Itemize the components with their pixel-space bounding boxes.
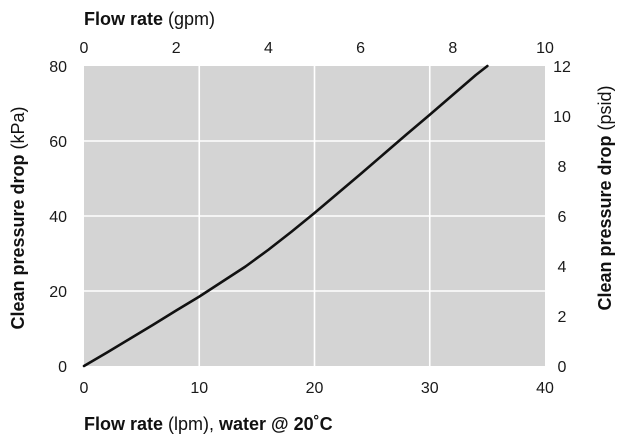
y2-tick-label: 10 (553, 109, 571, 126)
x2-tick-label: 4 (264, 40, 273, 57)
x-axis-top-title-main: Flow rate (84, 9, 163, 29)
x-tick-label: 30 (421, 380, 439, 397)
x-tick-label: 10 (190, 380, 208, 397)
x-axis-top-title: Flow rate (gpm) (84, 9, 215, 29)
y-axis-right-title: Clean pressure drop (psid) (595, 85, 615, 310)
y2-tick-label: 4 (558, 259, 567, 276)
x-tick-label: 40 (536, 380, 554, 397)
y2-tick-label: 2 (558, 309, 567, 326)
x2-tick-label: 10 (536, 40, 554, 57)
x2-tick-label: 8 (448, 40, 457, 57)
x2-tick-label: 6 (356, 40, 365, 57)
y2-tick-label: 6 (558, 209, 567, 226)
x2-tick-label: 2 (172, 40, 181, 57)
series-line-pressure-drop (82, 64, 489, 368)
x-axis-bottom-title-unit: (lpm), (163, 414, 219, 434)
x-tick-label: 20 (306, 380, 324, 397)
x-axis-bottom-title-main: Flow rate (84, 414, 163, 434)
y-axis-left-title-main: Clean pressure drop (8, 154, 28, 329)
y-tick-label: 20 (49, 284, 67, 301)
y-tick-label: 40 (49, 209, 67, 226)
x-axis-top-ticks: 0 2 4 6 8 10 (80, 40, 554, 57)
y2-tick-label: 8 (558, 159, 567, 176)
y-tick-label: 0 (58, 359, 67, 376)
x-axis-bottom-title: Flow rate (lpm), water @ 20˚C (84, 414, 333, 434)
y-tick-label: 60 (49, 134, 67, 151)
y-axis-right-title-unit: (psid) (595, 85, 615, 135)
x-axis-top-title-unit: (gpm) (163, 9, 215, 29)
y-axis-left-title-unit: (kPa) (8, 106, 28, 154)
y-axis-right-title-main: Clean pressure drop (595, 135, 615, 310)
x-axis-bottom-ticks: 0 10 20 30 40 (80, 380, 554, 397)
y2-tick-label: 12 (553, 59, 571, 76)
y-axis-left-ticks: 0 20 40 60 80 (49, 59, 67, 376)
y-axis-right-ticks: 0 2 4 6 8 10 12 (553, 59, 571, 376)
x-tick-label: 0 (80, 380, 89, 397)
x2-tick-label: 0 (80, 40, 89, 57)
y-axis-left-title: Clean pressure drop (kPa) (8, 106, 28, 329)
x-axis-bottom-title-condition: water @ 20˚C (218, 414, 333, 434)
y-tick-label: 80 (49, 59, 67, 76)
y2-tick-label: 0 (558, 359, 567, 376)
